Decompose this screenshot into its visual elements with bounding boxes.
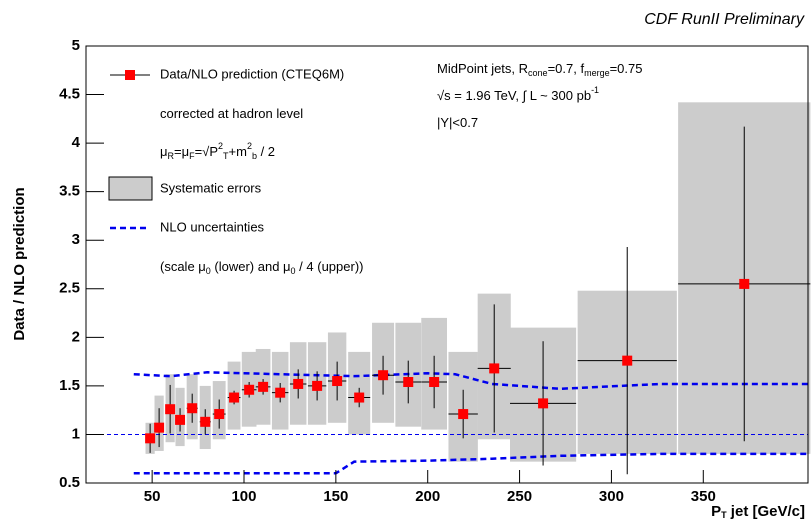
text-part: =μ: [174, 144, 189, 159]
y-tick-label: 3: [72, 231, 80, 248]
y-axis-label: Data / NLO prediction: [11, 187, 28, 340]
data-point: [354, 392, 365, 403]
text-part: =0.75: [610, 61, 643, 76]
legend-note: corrected at hadron level: [160, 106, 303, 121]
data-point: [378, 370, 389, 381]
nlo-uncertainty-line: [133, 452, 808, 475]
y-tick-label: 1.5: [59, 377, 80, 394]
legend-label: Systematic errors: [160, 180, 262, 195]
text-part: 2: [247, 141, 252, 151]
chart-title: CDF RunII Preliminary: [644, 11, 805, 28]
data-point: [244, 384, 255, 395]
data-point: [622, 355, 633, 366]
x-tick-label: 300: [599, 488, 624, 505]
data-point: [187, 403, 198, 414]
y-tick-label: 2.5: [59, 280, 80, 297]
data-point: [145, 433, 156, 444]
data-point: [165, 404, 176, 415]
data-point: [739, 278, 750, 289]
text-part: (lower) and μ: [211, 259, 291, 274]
x-tick-label: 200: [415, 488, 440, 505]
data-point: [275, 387, 286, 398]
data-point: [154, 422, 165, 433]
legend-marker: [108, 176, 153, 201]
data-point: [489, 363, 500, 374]
text-part: F: [189, 151, 195, 161]
data-point: [214, 409, 225, 420]
legend-label: Data/NLO prediction (CTEQ6M): [160, 66, 344, 81]
text-part: 0: [206, 266, 211, 276]
data-point: [403, 377, 414, 388]
data-point: [200, 416, 211, 427]
text-part: P: [711, 503, 721, 520]
data-point: [258, 381, 269, 392]
text-part: cone: [528, 68, 548, 78]
text-part: b: [252, 151, 257, 161]
data-point: [293, 378, 304, 389]
text-part: 2: [218, 141, 223, 151]
y-tick-label: 5: [72, 37, 80, 54]
data-point: [458, 409, 469, 420]
y-tick-label: 0.5: [59, 474, 80, 491]
text-part: corrected at hadron level: [160, 106, 303, 121]
y-tick-label: 4.5: [59, 86, 80, 103]
text-part: -1: [591, 85, 599, 95]
text-part: merge: [584, 68, 610, 78]
text-part: 0: [291, 266, 296, 276]
text-part: / 2: [257, 144, 275, 159]
legend-note: (scale μ0 (lower) and μ0 / 4 (upper)): [160, 259, 363, 276]
text-part: μ: [160, 144, 168, 159]
legend-label: NLO uncertainties: [160, 219, 265, 234]
y-tick-label: 3.5: [59, 183, 80, 200]
y-tick-label: 2: [72, 328, 80, 345]
text-part: jet [GeV/c]: [727, 503, 805, 520]
legend-note: μR=μF=√P2T+m2b / 2: [160, 141, 275, 161]
text-part: =√P: [195, 144, 218, 159]
annotation: MidPoint jets, Rcone=0.7, fmerge=0.75: [437, 61, 643, 78]
text-part: (scale μ: [160, 259, 206, 274]
x-tick-label: 250: [507, 488, 532, 505]
x-tick-label: 350: [691, 488, 716, 505]
text-part: MidPoint jets, R: [437, 61, 528, 76]
text-part: T: [223, 151, 229, 161]
x-axis-label: PT jet [GeV/c]: [711, 503, 805, 520]
text-part: +m: [229, 144, 247, 159]
text-part: / 4 (upper)): [296, 259, 364, 274]
data-point: [332, 376, 343, 387]
text-part: T: [721, 510, 727, 520]
text-part: =0.7, f: [548, 61, 585, 76]
annotation: √s = 1.96 TeV, ∫ L ~ 300 pb-1: [437, 85, 599, 103]
nlo-uncertainty-line: [133, 371, 808, 391]
annotation: |Y|<0.7: [437, 115, 478, 130]
x-tick-label: 150: [323, 488, 348, 505]
data-point: [229, 392, 240, 403]
data-point: [312, 380, 323, 391]
text-part: √s = 1.96 TeV, ∫ L ~ 300 pb: [437, 88, 591, 103]
y-tick-label: 1: [72, 425, 80, 442]
x-tick-label: 100: [231, 488, 256, 505]
y-tick-label: 4: [72, 134, 81, 151]
plot-frame: [85, 45, 809, 484]
data-point: [538, 398, 549, 409]
x-tick-label: 50: [144, 488, 161, 505]
data-point: [429, 377, 440, 388]
text-part: |Y|<0.7: [437, 115, 478, 130]
legend-marker: [125, 70, 135, 80]
text-part: R: [168, 151, 175, 161]
data-point: [175, 414, 186, 425]
